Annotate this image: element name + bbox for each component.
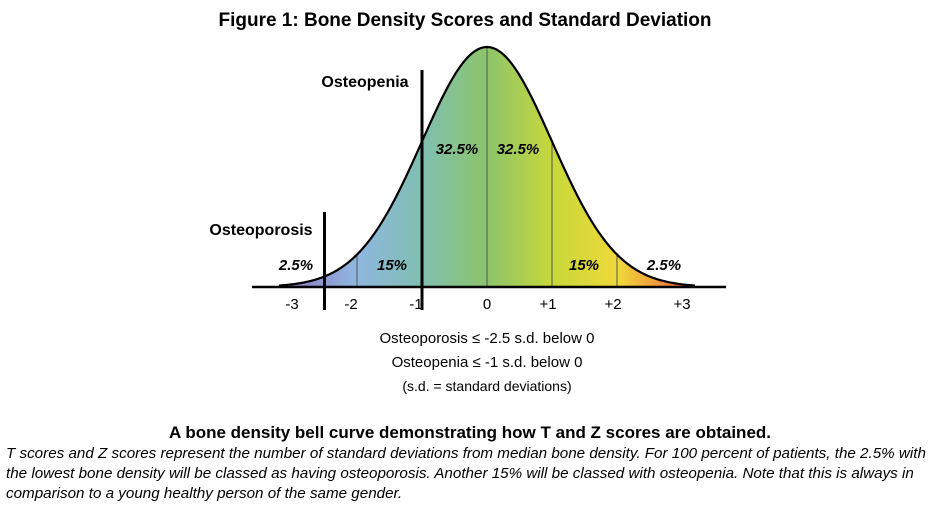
threshold-label-osteoporosis: Osteoporosis [209, 222, 312, 239]
definition-notes: Osteoporosis ≤ -2.5 s.d. below 0 Osteope… [379, 330, 594, 394]
x-tick-label: +2 [604, 296, 621, 313]
region-label: 15% [569, 257, 599, 274]
x-tick-label: +3 [673, 296, 690, 313]
bell-curve-outline [278, 45, 696, 287]
threshold-labels: Osteoporosis Osteopenia [209, 74, 408, 239]
chart-title: Figure 1: Bone Density Scores and Standa… [218, 10, 711, 31]
region-label: 15% [377, 257, 407, 274]
threshold-lines [323, 70, 424, 310]
sd-abbreviation-note: (s.d. = standard deviations) [402, 378, 571, 394]
x-tick-label: -2 [344, 296, 357, 313]
threshold-label-osteopenia: Osteopenia [321, 74, 408, 91]
x-tick-label: -3 [285, 296, 298, 313]
x-tick-label: -1 [409, 296, 422, 313]
x-tick-labels: -3 -2 -1 0 +1 +2 +3 [285, 296, 690, 313]
x-tick-label: 0 [483, 296, 491, 313]
region-label: 32.5% [436, 141, 479, 158]
osteoporosis-definition: Osteoporosis ≤ -2.5 s.d. below 0 [379, 330, 594, 347]
region-percentage-labels: 2.5% 15% 32.5% 32.5% 15% 2.5% [278, 141, 681, 274]
caption-body: T scores and Z scores represent the numb… [6, 445, 926, 502]
caption-title: A bone density bell curve demonstrating … [168, 423, 772, 442]
region-label: 2.5% [278, 257, 313, 274]
region-label: 2.5% [646, 257, 681, 274]
region-label: 32.5% [497, 141, 540, 158]
osteopenia-definition: Osteopenia ≤ -1 s.d. below 0 [392, 354, 583, 371]
x-tick-label: +1 [539, 296, 556, 313]
bell-curve-chart: Figure 1: Bone Density Scores and Standa… [209, 10, 726, 394]
